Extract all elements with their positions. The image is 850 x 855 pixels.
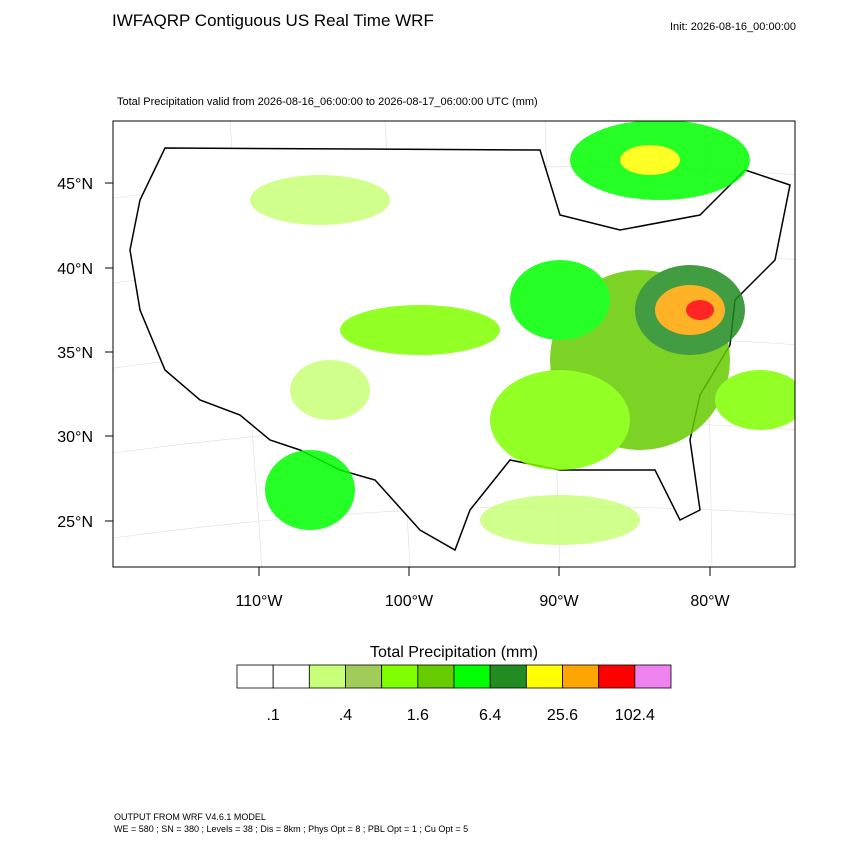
colorbar-box [562, 664, 600, 689]
lon-label: 90°W [539, 593, 579, 610]
init-time: Init: 2026-08-16_00:00:00 [670, 21, 796, 33]
colorbar-box [417, 664, 455, 689]
colorbar-box [453, 664, 491, 689]
colorbar-label: 25.6 [547, 707, 578, 724]
colorbar-label: .1 [266, 707, 279, 724]
colorbar-box [272, 664, 310, 689]
lat-label: 40°N [57, 261, 93, 278]
colorbar-box [381, 664, 419, 689]
map: 45°N 40°N 35°N 30°N 25°N 110°W 100°W 90°W 80°W [57, 120, 796, 610]
colorbar-box [489, 664, 527, 689]
colorbar-title: Total Precipitation (mm) [370, 644, 538, 661]
colorbar-label: .4 [339, 707, 352, 724]
lon-label: 100°W [385, 593, 434, 610]
lat-label: 45°N [57, 176, 93, 193]
colorbar-box [634, 664, 672, 689]
lon-labels: 110°W 100°W 90°W 80°W [235, 567, 731, 610]
precip-field [250, 121, 795, 545]
colorbar-box [345, 664, 383, 689]
lon-label: 80°W [690, 593, 730, 610]
subtitle: Total Precipitation valid from 2026-08-1… [117, 96, 538, 108]
map-frame [112, 120, 796, 568]
colorbar: .1 .4 1.6 6.4 25.6 102.4 [236, 664, 672, 724]
colorbar-box [598, 664, 636, 689]
title: IWFAQRP Contiguous US Real Time WRF [112, 11, 434, 30]
colorbar-box [525, 664, 563, 689]
lat-label: 30°N [57, 429, 93, 446]
colorbar-label: 102.4 [615, 707, 655, 724]
lon-label: 110°W [235, 593, 283, 610]
colorbar-box [236, 664, 274, 689]
lat-label: 35°N [57, 345, 93, 362]
footer-line: OUTPUT FROM WRF V4.6.1 MODEL [114, 812, 266, 822]
colorbar-box [308, 664, 346, 689]
lat-labels: 45°N 40°N 35°N 30°N 25°N [57, 176, 113, 531]
lat-label: 25°N [57, 514, 93, 531]
footer-line: WE = 580 ; SN = 380 ; Levels = 38 ; Dis … [114, 824, 468, 834]
colorbar-label: 6.4 [479, 707, 501, 724]
colorbar-label: 1.6 [407, 707, 429, 724]
